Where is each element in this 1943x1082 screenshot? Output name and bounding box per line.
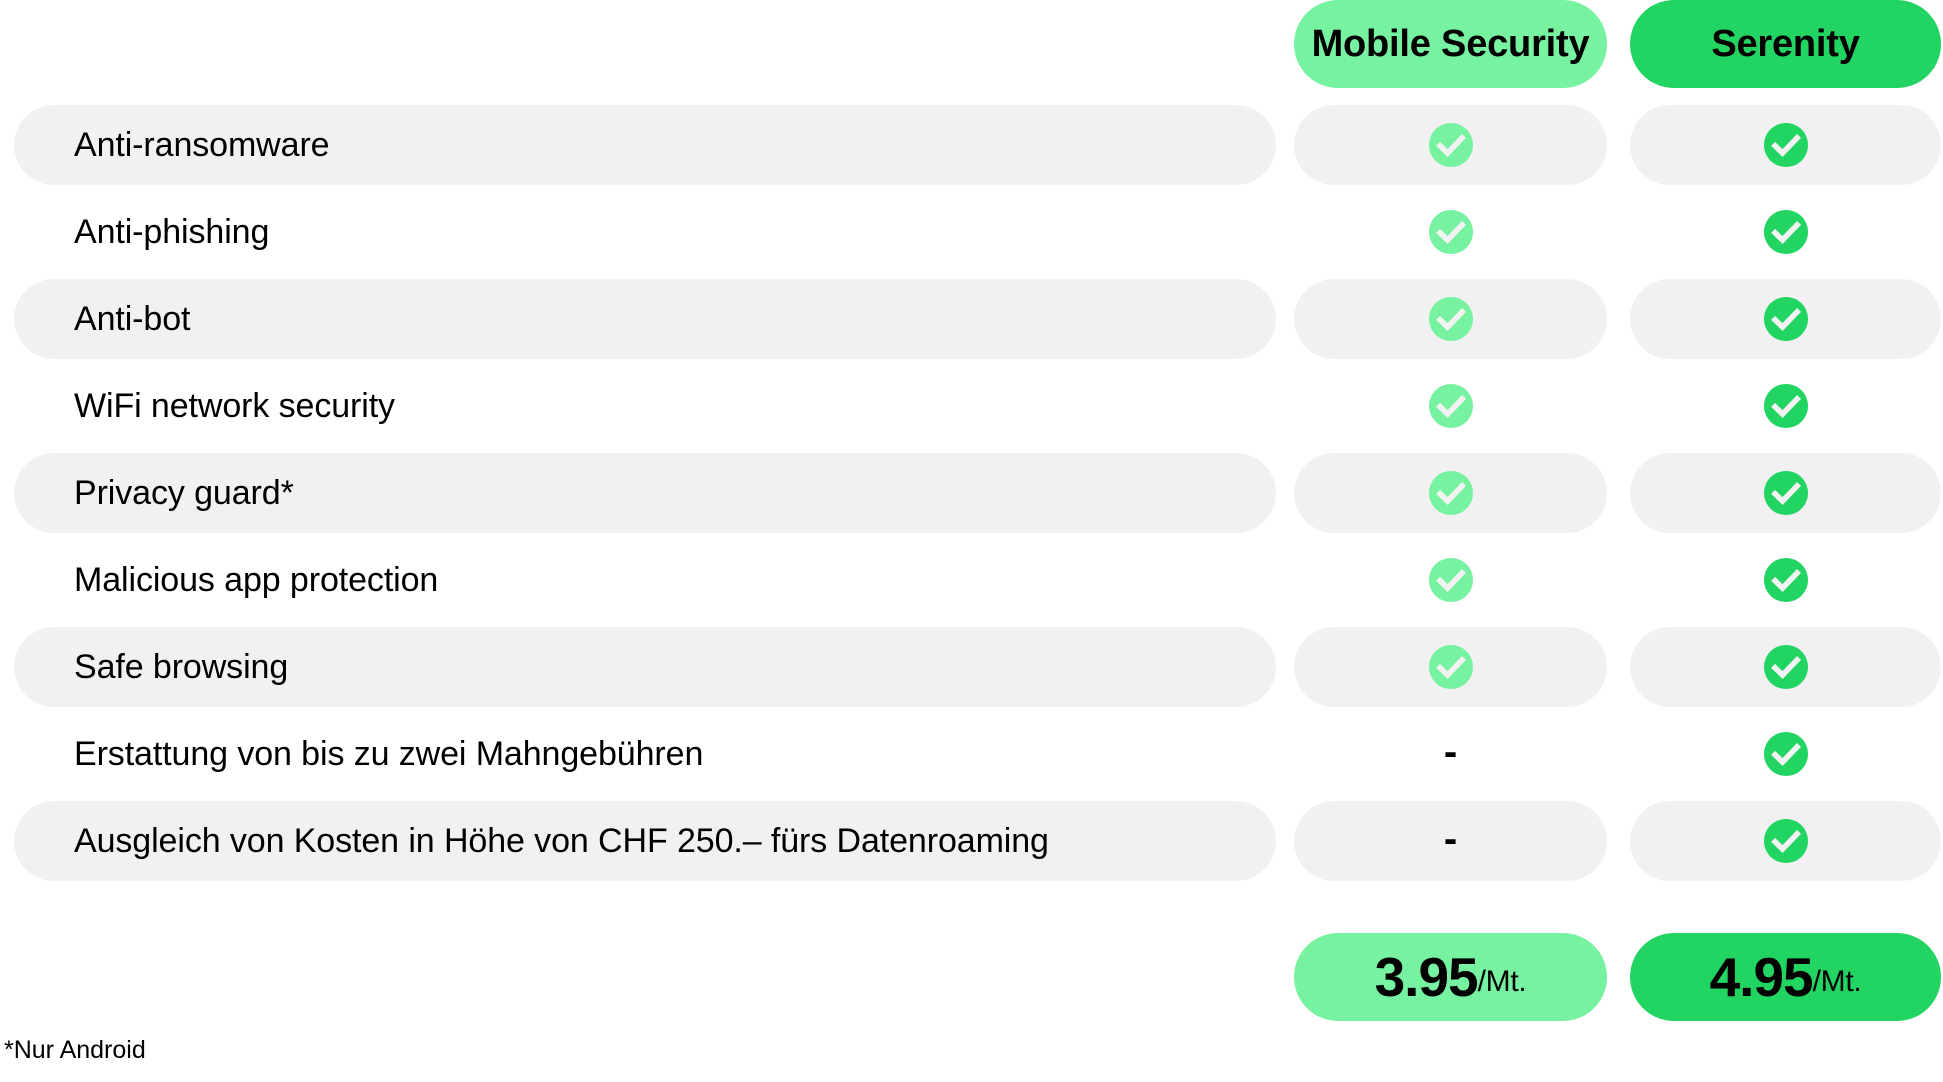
feature-cell-serenity [1630, 801, 1941, 881]
feature-label: Erstattung von bis zu zwei Mahngebühren [74, 734, 704, 773]
column-header-label: Serenity [1711, 22, 1860, 65]
cell-marker [1294, 192, 1607, 272]
feature-label: Safe browsing [74, 647, 289, 686]
check-icon [1763, 296, 1809, 342]
feature-label: Malicious app protection [74, 560, 439, 599]
feature-cell-serenity [1630, 279, 1941, 359]
check-icon [1428, 122, 1474, 168]
feature-cell-serenity [1630, 366, 1941, 446]
footnote-text: *Nur Android [4, 1036, 146, 1064]
feature-cell-serenity [1630, 453, 1941, 533]
cell-marker [1294, 366, 1607, 446]
check-icon [1428, 296, 1474, 342]
feature-cell-mobile-security [1294, 627, 1607, 707]
cell-marker: - [1294, 714, 1607, 794]
cell-marker [1630, 192, 1941, 272]
cell-marker [1630, 627, 1941, 707]
column-header-label: Mobile Security [1311, 22, 1590, 65]
not-included-dash-icon: - [1443, 730, 1458, 774]
price-period: /Mt. [1812, 965, 1862, 998]
feature-cell-mobile-security [1294, 540, 1607, 620]
feature-cell-serenity [1630, 105, 1941, 185]
cell-marker [1630, 105, 1941, 185]
feature-row: Anti-ransomware [14, 105, 1276, 185]
feature-row: Ausgleich von Kosten in Höhe von CHF 250… [14, 801, 1276, 881]
feature-label: Anti-phishing [74, 212, 270, 251]
feature-label: Anti-bot [74, 299, 191, 338]
check-icon [1763, 644, 1809, 690]
cell-marker: - [1294, 801, 1607, 881]
price-amount: 4.95 [1709, 946, 1814, 1008]
check-icon [1428, 209, 1474, 255]
price-serenity[interactable]: 4.95/Mt. [1630, 933, 1941, 1021]
check-icon [1428, 557, 1474, 603]
feature-cell-serenity [1630, 627, 1941, 707]
cell-marker [1294, 279, 1607, 359]
check-icon [1763, 557, 1809, 603]
check-icon [1763, 470, 1809, 516]
not-included-dash-icon: - [1443, 817, 1458, 861]
check-icon [1428, 383, 1474, 429]
cell-marker [1630, 714, 1941, 794]
cell-marker [1630, 279, 1941, 359]
feature-row: Erstattung von bis zu zwei Mahngebühren [14, 714, 1276, 794]
feature-row: Safe browsing [14, 627, 1276, 707]
feature-label: Privacy guard* [74, 473, 294, 512]
feature-cell-serenity [1630, 192, 1941, 272]
check-icon [1763, 818, 1809, 864]
feature-cell-mobile-security [1294, 279, 1607, 359]
cell-marker [1294, 627, 1607, 707]
column-header-serenity[interactable]: Serenity [1630, 0, 1941, 88]
feature-cell-serenity [1630, 540, 1941, 620]
check-icon [1428, 470, 1474, 516]
cell-marker [1630, 801, 1941, 881]
check-icon [1763, 122, 1809, 168]
cell-marker [1294, 105, 1607, 185]
check-icon [1428, 644, 1474, 690]
feature-label: Anti-ransomware [74, 125, 330, 164]
column-header-mobile-security[interactable]: Mobile Security [1294, 0, 1607, 88]
cell-marker [1630, 453, 1941, 533]
check-icon [1763, 383, 1809, 429]
feature-cell-mobile-security [1294, 105, 1607, 185]
check-icon [1763, 209, 1809, 255]
price-mobile-security[interactable]: 3.95/Mt. [1294, 933, 1607, 1021]
price-period: /Mt. [1477, 965, 1527, 998]
feature-cell-serenity [1630, 714, 1941, 794]
cell-marker [1630, 540, 1941, 620]
feature-cell-mobile-security [1294, 192, 1607, 272]
cell-marker [1630, 366, 1941, 446]
feature-cell-mobile-security: - [1294, 801, 1607, 881]
feature-cell-mobile-security [1294, 366, 1607, 446]
feature-row: Anti-phishing [14, 192, 1276, 272]
check-icon [1763, 731, 1809, 777]
cell-marker [1294, 540, 1607, 620]
cell-marker [1294, 453, 1607, 533]
feature-row: Privacy guard* [14, 453, 1276, 533]
feature-row: Anti-bot [14, 279, 1276, 359]
feature-row: Malicious app protection [14, 540, 1276, 620]
feature-label: Ausgleich von Kosten in Höhe von CHF 250… [74, 821, 1049, 860]
feature-cell-mobile-security: - [1294, 714, 1607, 794]
feature-cell-mobile-security [1294, 453, 1607, 533]
feature-row: WiFi network security [14, 366, 1276, 446]
feature-label: WiFi network security [74, 386, 395, 425]
price-amount: 3.95 [1374, 946, 1479, 1008]
